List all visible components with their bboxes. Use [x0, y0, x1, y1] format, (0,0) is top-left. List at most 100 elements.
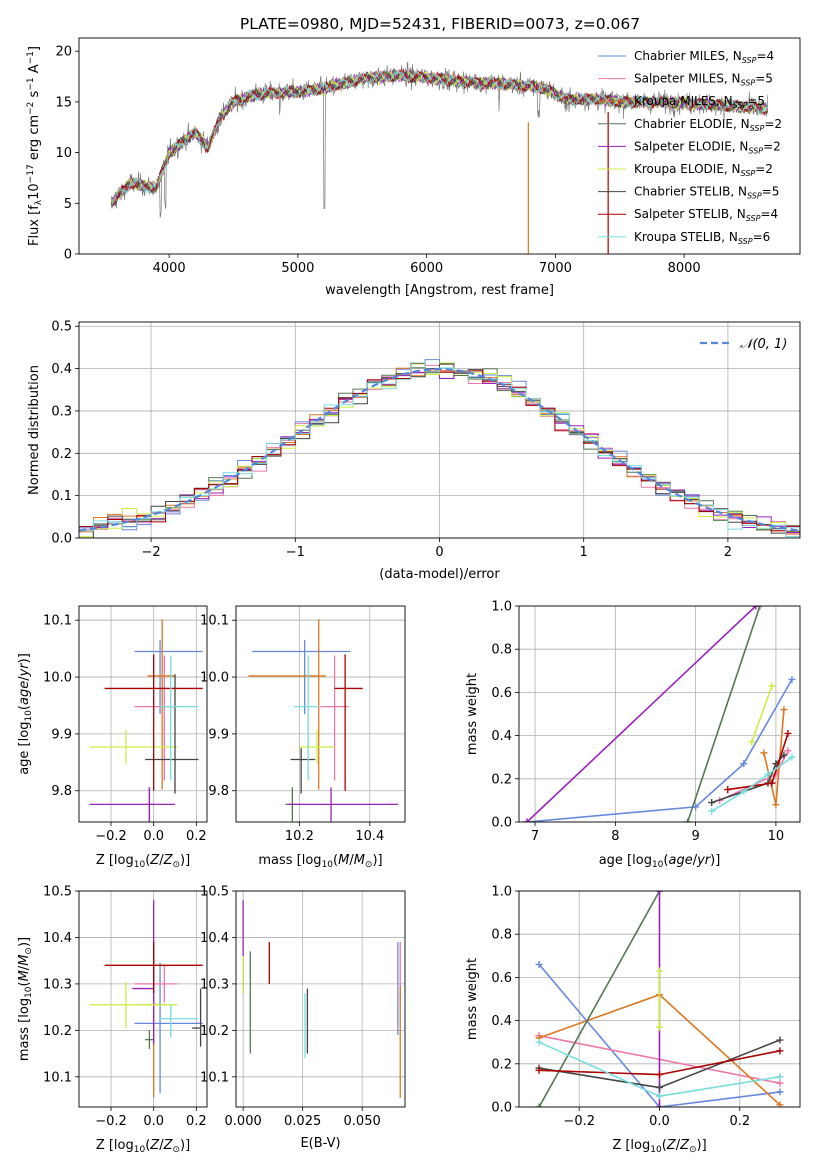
- panel-2: −2 −1 0 1 2 0.0 0.1 0.2 0.3 0.4 0.5 𝒩(0, 1) (data-mo…: [27, 320, 801, 582]
- x-tick-label: 0.2: [186, 1114, 207, 1129]
- x-tick-label: −1: [286, 545, 305, 560]
- y-tick-label: 15: [55, 95, 72, 110]
- y-tick-label: 0.4: [491, 729, 512, 744]
- weight-marker: [656, 1071, 663, 1079]
- x-tick-label: −0.2: [95, 829, 127, 844]
- axes-frame: 4000 5000 6000 7000 8000 0 5 10 15 20: [55, 37, 801, 276]
- y-axis-label: age [log10(age/yr)]: [17, 653, 34, 775]
- grid: [79, 890, 207, 1107]
- weight-marker: [760, 749, 768, 757]
- y-tick-label: 5: [64, 197, 72, 212]
- weight-line-1: [538, 963, 780, 1107]
- axes-frame: −0.2 0.0 0.2 10.1 10.2 10.3 10.4 10.5: [43, 885, 208, 1129]
- weight-marker: [656, 891, 663, 895]
- x-tick-label: 0.000: [225, 1114, 262, 1129]
- plot-area: [523, 606, 796, 822]
- axes-frame: 10.2 10.4 9.8 9.9 10.0 10.1: [200, 605, 406, 844]
- axes-border: [78, 37, 801, 255]
- x-axis-label: (data-model)/error: [379, 567, 500, 582]
- y-tick-label: 10.1: [43, 1070, 72, 1085]
- legend-label: Kroupa MILES, NSSP=5: [634, 94, 765, 110]
- y-axis-label: Flux [fλ10−17 erg cm−2 s−1 A−1]: [26, 46, 44, 246]
- x-axis-label: Z [log10(Z/Z⊙)]: [96, 853, 190, 870]
- legend-label: Kroupa ELODIE, NSSP=2: [634, 162, 773, 178]
- y-tick-label: 0: [64, 248, 72, 263]
- axes-border: [518, 890, 801, 1108]
- weight-marker: [776, 1047, 784, 1055]
- y-tick-label: 1.0: [491, 885, 512, 900]
- y-tick-label: 10.2: [200, 1024, 229, 1039]
- grid: [236, 890, 405, 1107]
- x-axis-label: Z [log10(Z/Z⊙)]: [612, 1138, 706, 1155]
- axes-frame: −0.2 0.0 0.2 0.0 0.2 0.4 0.6 0.8 1.0: [491, 885, 801, 1129]
- x-axis-label: E(B-V): [300, 1136, 340, 1151]
- grid: [79, 322, 800, 539]
- weight-marker: [724, 786, 732, 794]
- weight-marker: [740, 760, 748, 768]
- y-tick-label: 0.6: [491, 971, 512, 986]
- normal-reference-curve: [79, 367, 800, 532]
- axes-border: [235, 605, 406, 823]
- weight-marker: [776, 1036, 784, 1044]
- y-tick-label: 10.1: [200, 1070, 229, 1085]
- weight-marker: [784, 729, 792, 737]
- y-tick-label: 0.2: [491, 772, 512, 787]
- weight-line-9: [711, 756, 793, 812]
- weight-marker: [776, 1101, 784, 1107]
- weight-marker: [656, 1084, 663, 1092]
- axes-border: [78, 605, 208, 823]
- weight-line-6: [751, 685, 773, 743]
- weight-marker: [523, 818, 531, 822]
- y-tick-label: 1.0: [491, 600, 512, 615]
- weight-marker: [776, 1088, 784, 1096]
- axes-border: [78, 890, 208, 1108]
- y-tick-label: 0.4: [51, 362, 72, 377]
- y-tick-label: 10.4: [200, 931, 229, 946]
- x-tick-label: 1: [580, 545, 588, 560]
- legend-label: Chabrier ELODIE, NSSP=2: [634, 117, 782, 133]
- weight-marker: [708, 799, 716, 807]
- weight-marker: [776, 1079, 784, 1087]
- x-tick-label: −0.2: [95, 1114, 127, 1129]
- x-tick-label: 6000: [410, 261, 443, 276]
- x-tick-label: 10.4: [355, 829, 384, 844]
- panel-7: 0.000 0.025 0.050 10.1 10.2 10.3 10.4 10.5 E(B-V…: [200, 885, 406, 1151]
- weight-marker: [708, 807, 716, 815]
- x-tick-label: 8000: [668, 261, 701, 276]
- y-tick-label: 20: [55, 45, 72, 60]
- y-tick-label: 9.8: [208, 784, 229, 799]
- weight-marker: [656, 1023, 663, 1031]
- axes-frame: 0.000 0.025 0.050 10.1 10.2 10.3 10.4 10.5: [200, 885, 406, 1129]
- y-tick-label: 10.3: [200, 977, 229, 992]
- legend-label: Chabrier STELIB, NSSP=5: [634, 185, 779, 201]
- legend-label: Salpeter STELIB, NSSP=4: [634, 207, 778, 223]
- legend-label: Salpeter ELODIE, NSSP=2: [634, 139, 781, 155]
- x-tick-label: 5000: [281, 261, 314, 276]
- weight-marker: [788, 753, 796, 761]
- y-tick-label: 9.9: [51, 727, 72, 742]
- model-line-7: [110, 70, 768, 207]
- x-tick-label: 0.050: [344, 1114, 381, 1129]
- x-tick-label: 0.2: [186, 829, 207, 844]
- y-tick-label: 0.2: [491, 1057, 512, 1072]
- y-tick-label: 10.5: [200, 885, 229, 900]
- y-tick-label: 0.5: [51, 320, 72, 335]
- y-tick-label: 0.0: [51, 532, 72, 547]
- y-axis-label: mass weight: [465, 673, 480, 755]
- weight-marker: [535, 1038, 543, 1046]
- y-tick-label: 0.0: [491, 816, 512, 831]
- x-tick-label: 0: [435, 545, 443, 560]
- plot-area: [79, 359, 800, 538]
- y-tick-label: 10.1: [43, 614, 72, 629]
- weight-marker: [776, 1073, 784, 1081]
- y-tick-label: 0.4: [491, 1014, 512, 1029]
- x-axis-label: wavelength [Angstrom, rest frame]: [325, 283, 554, 298]
- weight-marker: [740, 788, 748, 796]
- x-axis-label: age [log10(age/yr)]: [599, 853, 721, 870]
- weight-marker: [656, 1103, 663, 1107]
- x-axis-label: Z [log10(Z/Z⊙)]: [96, 1138, 190, 1155]
- y-tick-label: 10.2: [43, 1024, 72, 1039]
- y-axis-label: mass [log10(M/M⊙)]: [17, 937, 34, 1061]
- weight-marker: [768, 779, 776, 787]
- weight-marker: [656, 967, 663, 975]
